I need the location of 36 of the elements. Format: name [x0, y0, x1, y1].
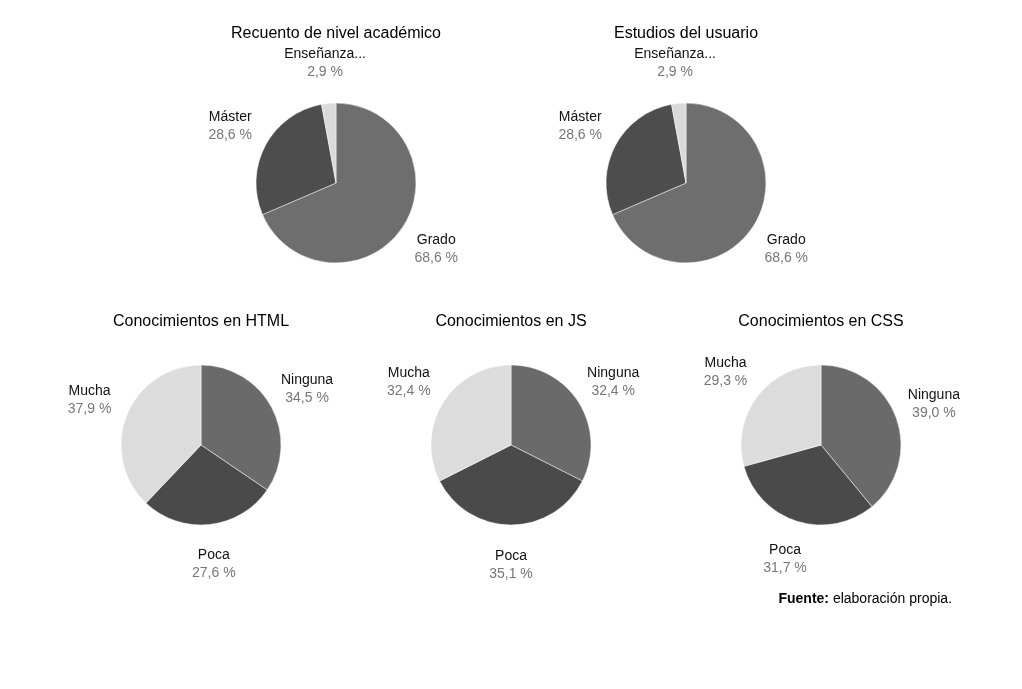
slice-label: Ninguna: [280, 370, 334, 387]
data-label: 2,9 %: [657, 63, 693, 80]
slice-label: Mucha: [387, 364, 431, 381]
slice-label: Máster: [558, 108, 602, 125]
data-label: 28,6 %: [558, 126, 602, 143]
chart-title: Conocimientos en CSS: [738, 312, 904, 329]
slice-label: Poca: [769, 541, 802, 558]
data-label: 39,0 %: [912, 404, 956, 421]
slice-label: Grado: [766, 230, 806, 247]
data-label: 34,5 %: [285, 388, 329, 405]
slice-label: Ninguna: [907, 386, 961, 403]
slice-label: Mucha: [68, 382, 111, 399]
data-label: 28,6 %: [208, 126, 252, 143]
chart-title: Estudios del usuario: [613, 24, 759, 42]
slice-label: Máster: [208, 108, 252, 125]
data-label: 31,7 %: [763, 559, 807, 576]
data-label: 37,9 %: [67, 400, 112, 417]
slice-label: Enseñanza...: [284, 45, 366, 62]
slice-label: Mucha: [704, 354, 747, 371]
data-label: 68,6 %: [414, 248, 459, 265]
source-note: Fuente: elaboración propia.: [777, 590, 952, 606]
slice-label: Grado: [416, 230, 456, 247]
data-label: 27,6 %: [192, 564, 236, 581]
slice-label: Enseñanza...: [634, 45, 716, 62]
chart-title: Conocimientos en HTML: [112, 312, 290, 329]
data-label: 29,3 %: [703, 372, 748, 389]
slice-label: Ninguna: [587, 364, 640, 381]
data-label: 35,1 %: [489, 565, 533, 581]
slice-label: Poca: [495, 547, 528, 563]
chart-title: Conocimientos en JS: [435, 312, 587, 329]
data-label: 32,4 %: [387, 382, 431, 399]
data-label: 2,9 %: [307, 63, 343, 80]
slice-label: Poca: [197, 546, 230, 563]
data-label: 68,6 %: [764, 248, 809, 265]
chart-title: Recuento de nivel académico: [231, 24, 442, 42]
data-label: 32,4 %: [591, 382, 635, 399]
